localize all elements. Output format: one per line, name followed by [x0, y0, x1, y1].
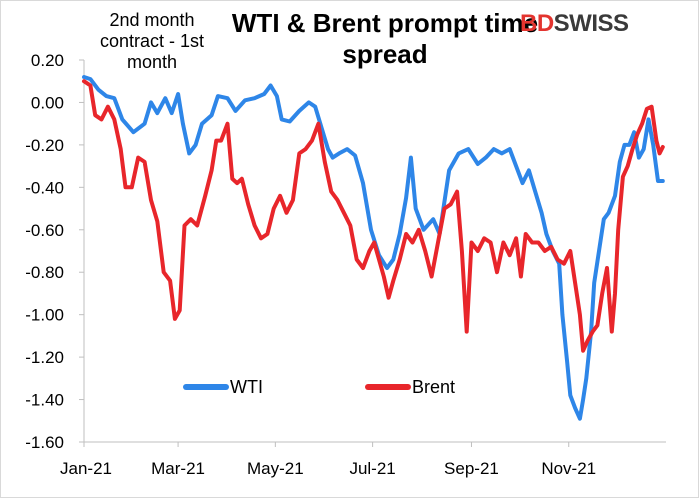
x-tick-label: Mar-21	[151, 459, 205, 478]
y-tick-label: -1.00	[25, 306, 64, 325]
brand-logo: BDSWISS	[520, 10, 629, 38]
y-tick-label: -1.20	[25, 348, 64, 367]
x-tick-label: Jul-21	[349, 459, 395, 478]
x-tick-label: Jan-21	[60, 459, 112, 478]
y-tick-label: -0.20	[25, 136, 64, 155]
x-tick-label: Nov-21	[541, 459, 596, 478]
y-tick-label: 0.20	[31, 51, 64, 70]
x-tick-label: May-21	[247, 459, 304, 478]
y-tick-label: -0.40	[25, 178, 64, 197]
y-tick-label: -1.60	[25, 433, 64, 452]
y-tick-label: -0.60	[25, 221, 64, 240]
legend-label-brent: Brent	[412, 377, 455, 397]
series-line-brent	[82, 79, 665, 353]
chart-title: WTI & Brent prompt time spread	[231, 8, 539, 69]
brand-logo-part2: SWISS	[553, 10, 629, 37]
y-tick-label: -0.80	[25, 263, 64, 282]
brand-logo-part1: BD	[520, 10, 554, 37]
annotation-text: 2nd month contract - 1st month	[99, 10, 205, 72]
y-tick-label: 0.00	[31, 93, 64, 112]
x-tick-label: Sep-21	[444, 459, 499, 478]
legend-label-wti: WTI	[230, 377, 263, 397]
y-tick-label: -1.40	[25, 391, 64, 410]
series-line-wti	[82, 75, 665, 421]
